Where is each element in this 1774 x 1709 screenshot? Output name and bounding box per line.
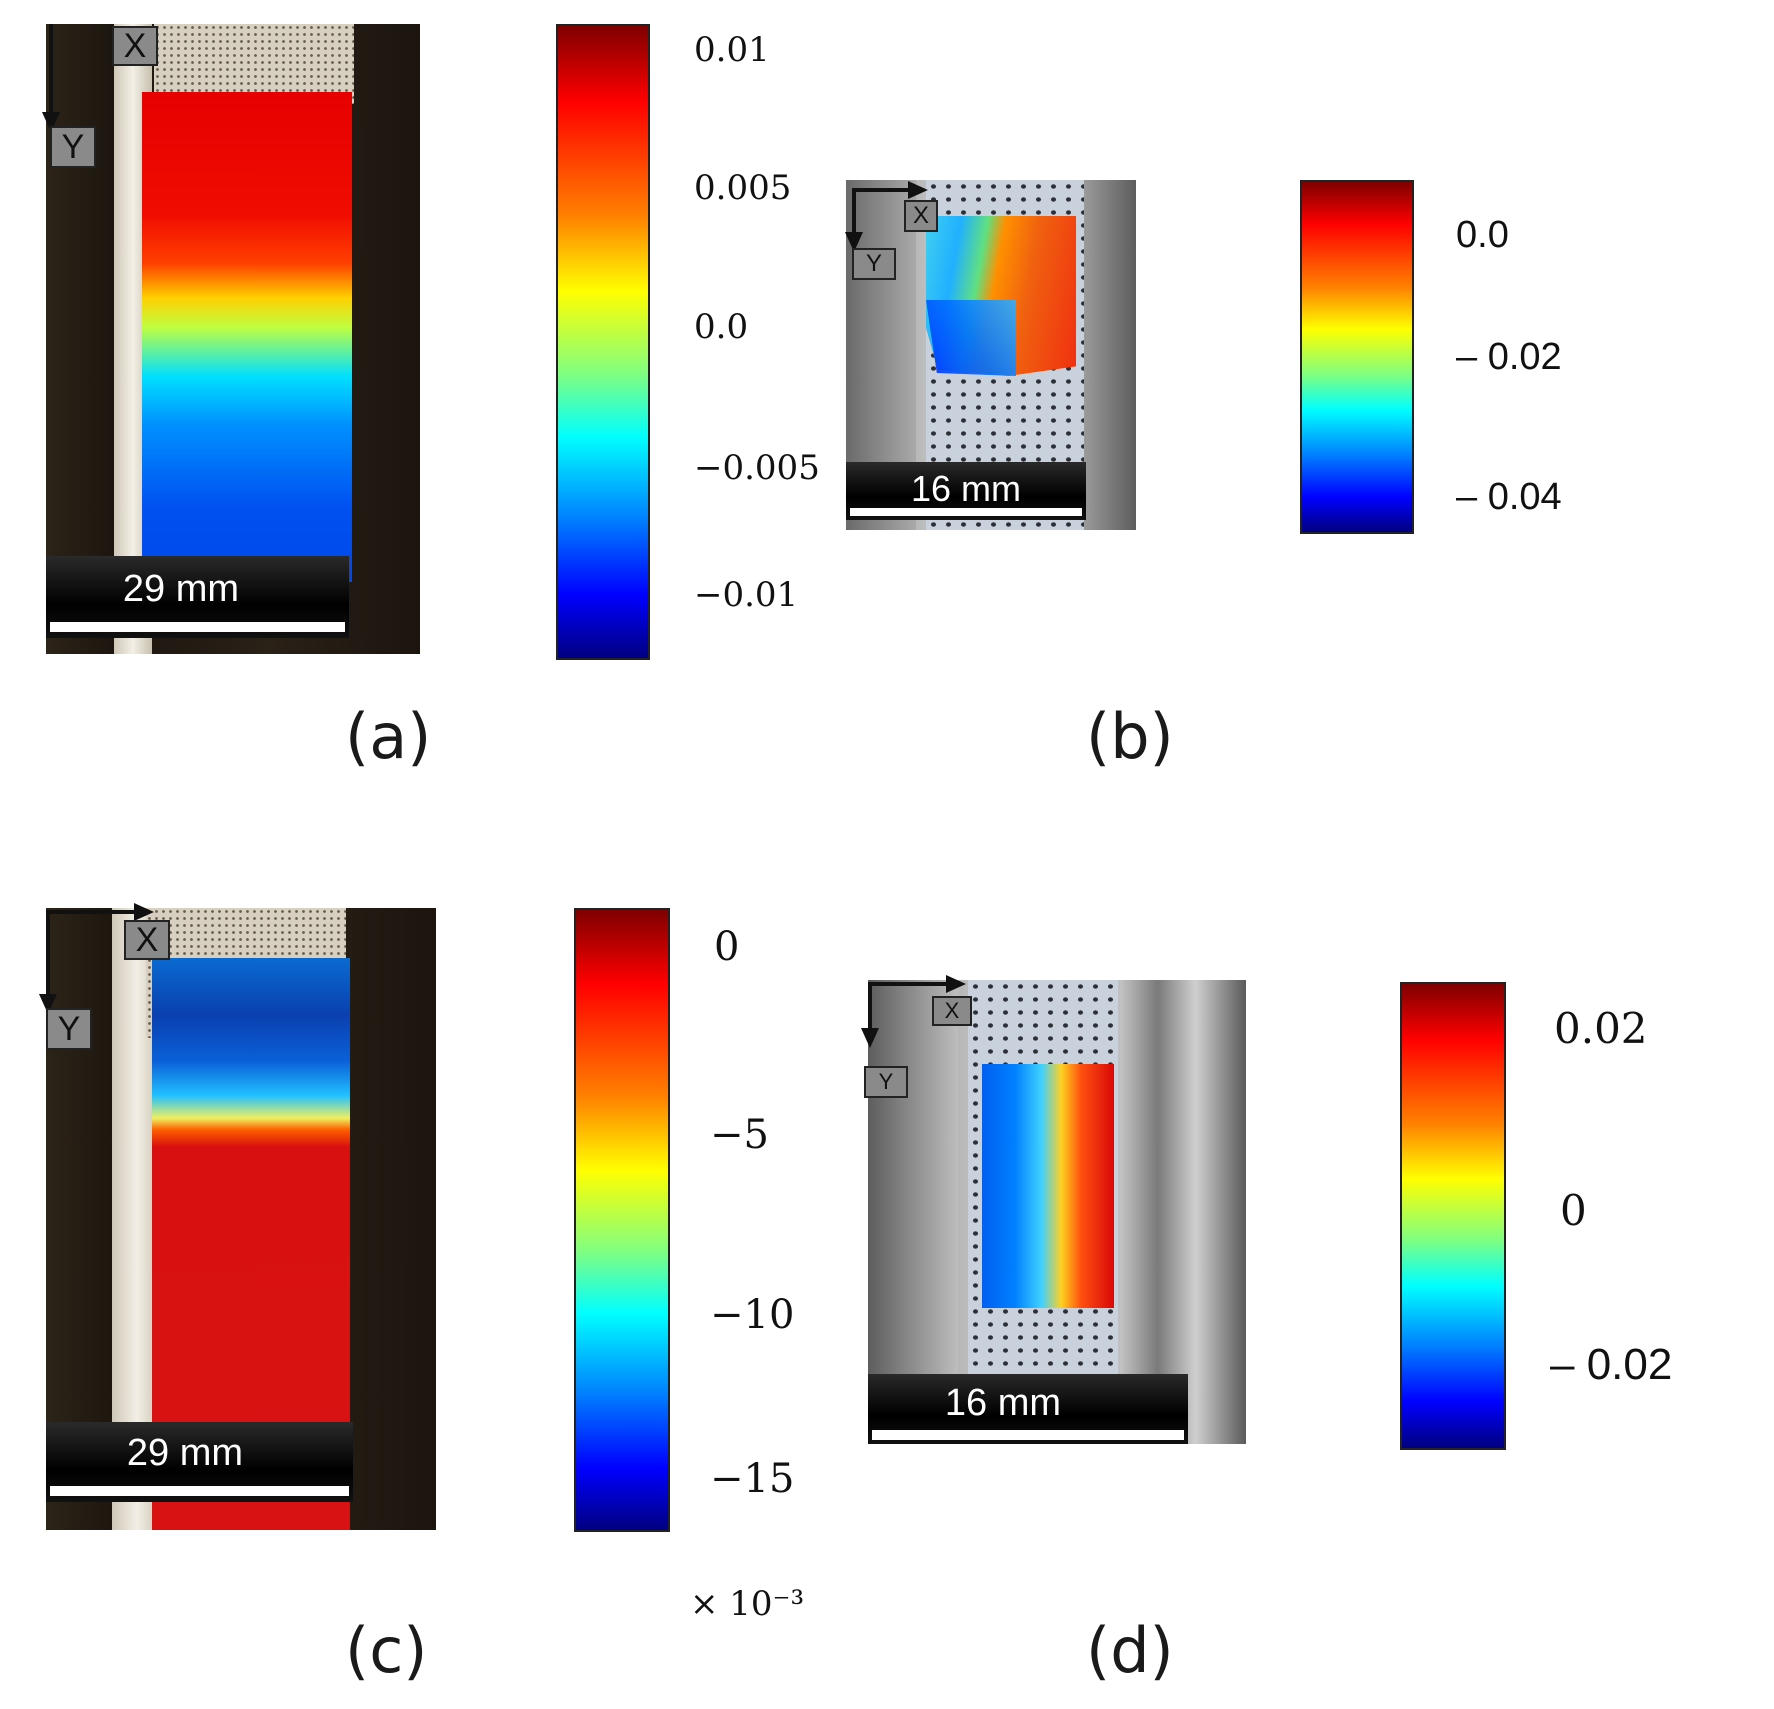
y-axis-arrow-line xyxy=(852,188,856,236)
colorbar-tick-label: 0 xyxy=(714,924,740,970)
colorbar-tick-label: 0.005 xyxy=(694,168,792,208)
scale-bar-a: 29 mm xyxy=(46,556,349,638)
panel-label-a: (a) xyxy=(345,700,432,773)
y-axis-label: Y xyxy=(864,1066,908,1098)
colorbar-tick-label: – 0.04 xyxy=(1456,476,1562,518)
x-axis-arrow-line xyxy=(852,188,912,192)
panel-label-d: (d) xyxy=(1086,1614,1174,1687)
specimen-photo-a xyxy=(46,24,420,654)
x-axis-label: X xyxy=(112,26,158,66)
scale-bar-line xyxy=(50,622,345,632)
colorbar-c xyxy=(574,908,670,1532)
panel-label-c: (c) xyxy=(345,1614,428,1687)
y-axis-arrow-line xyxy=(868,982,872,1032)
colorbar-tick-label: 0 xyxy=(1560,1186,1587,1235)
speckle-pattern xyxy=(154,24,354,104)
scale-bar-b: 16 mm xyxy=(846,462,1086,520)
colorbar-multiplier: × 10⁻³ xyxy=(690,1584,805,1624)
scale-bar-label: 16 mm xyxy=(944,1382,1062,1424)
colorbar-b xyxy=(1300,180,1414,534)
strain-field-a xyxy=(142,92,352,582)
scale-bar-line xyxy=(850,508,1082,516)
colorbar-tick-label: 0.01 xyxy=(694,30,770,70)
x-axis-arrow-line xyxy=(868,982,950,986)
scale-bar-label: 29 mm xyxy=(122,568,240,610)
scale-bar-line xyxy=(872,1430,1184,1440)
colorbar-tick-label: – 0.02 xyxy=(1550,1340,1673,1389)
y-axis-arrowhead xyxy=(861,1028,879,1048)
x-axis-arrowhead xyxy=(134,903,154,921)
colorbar-tick-label: 0.02 xyxy=(1554,1004,1648,1053)
y-axis-label: Y xyxy=(852,248,896,280)
strain-field-b-lower xyxy=(926,300,1016,376)
x-axis-label: X xyxy=(932,996,972,1026)
colorbar-d xyxy=(1400,982,1506,1450)
scale-bar-d: 16 mm xyxy=(868,1374,1188,1444)
specimen-photo-d xyxy=(868,980,1246,1444)
scale-bar-label: 16 mm xyxy=(910,468,1022,509)
colorbar-tick-label: – 0.02 xyxy=(1456,336,1562,378)
colorbar-tick-label: −15 xyxy=(710,1456,795,1502)
scale-bar-label: 29 mm xyxy=(126,1432,244,1474)
strain-field-d xyxy=(982,1064,1114,1308)
colorbar-tick-label: 0.0 xyxy=(1456,214,1509,256)
colorbar-tick-label: −5 xyxy=(710,1112,769,1158)
colorbar-a xyxy=(556,24,650,660)
scale-bar-line xyxy=(50,1486,349,1496)
colorbar-tick-label: −0.005 xyxy=(694,448,820,488)
scale-bar-c: 29 mm xyxy=(46,1422,353,1502)
x-axis-label: X xyxy=(904,200,938,232)
y-axis-arrow-line xyxy=(46,910,50,998)
colorbar-tick-label: −10 xyxy=(710,1292,795,1338)
x-axis-arrowhead xyxy=(908,181,928,199)
x-axis-arrow-line xyxy=(46,910,138,914)
y-axis-arrow-line xyxy=(49,24,53,116)
x-axis-label: X xyxy=(124,920,170,960)
y-axis-label: Y xyxy=(46,1008,92,1050)
x-axis-arrowhead xyxy=(946,975,966,993)
colorbar-tick-label: −0.01 xyxy=(694,575,799,615)
colorbar-tick-label: 0.0 xyxy=(694,307,749,347)
panel-label-b: (b) xyxy=(1086,700,1174,773)
y-axis-label: Y xyxy=(50,126,96,168)
y-axis-arrowhead xyxy=(845,232,863,252)
